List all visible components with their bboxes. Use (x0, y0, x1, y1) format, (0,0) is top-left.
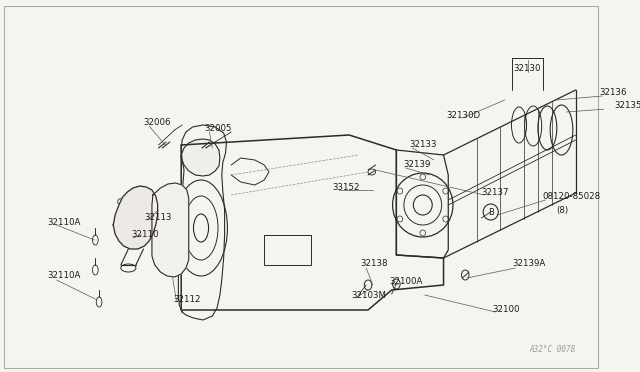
Text: 33152: 33152 (332, 183, 360, 192)
Text: 32110A: 32110A (47, 272, 81, 280)
Text: 32100: 32100 (493, 305, 520, 314)
Text: 32100A: 32100A (390, 278, 423, 286)
Bar (264, 235, 312, 265)
Text: 32113: 32113 (145, 212, 172, 221)
Text: 32110A: 32110A (47, 218, 81, 227)
Text: 32137: 32137 (481, 187, 509, 196)
Polygon shape (152, 183, 189, 277)
Text: 08120-85028: 08120-85028 (543, 192, 601, 201)
Text: 32006: 32006 (143, 118, 171, 126)
Text: 32130D: 32130D (446, 110, 481, 119)
Text: 32112: 32112 (173, 295, 201, 305)
Text: 32139: 32139 (403, 160, 430, 169)
Text: (8): (8) (556, 205, 568, 215)
Text: A32°C 0078: A32°C 0078 (529, 345, 575, 354)
Polygon shape (181, 139, 220, 176)
Text: 32139A: 32139A (513, 260, 546, 269)
Text: 32110: 32110 (131, 230, 159, 238)
Text: 32005: 32005 (205, 124, 232, 132)
Text: 32136: 32136 (599, 87, 627, 96)
Text: 32135: 32135 (614, 100, 640, 109)
Text: 32138: 32138 (360, 260, 388, 269)
Polygon shape (113, 186, 157, 249)
Text: 32130: 32130 (514, 64, 541, 73)
Text: B: B (488, 208, 493, 217)
Text: 32103M: 32103M (351, 292, 386, 301)
Text: 32133: 32133 (410, 140, 437, 148)
